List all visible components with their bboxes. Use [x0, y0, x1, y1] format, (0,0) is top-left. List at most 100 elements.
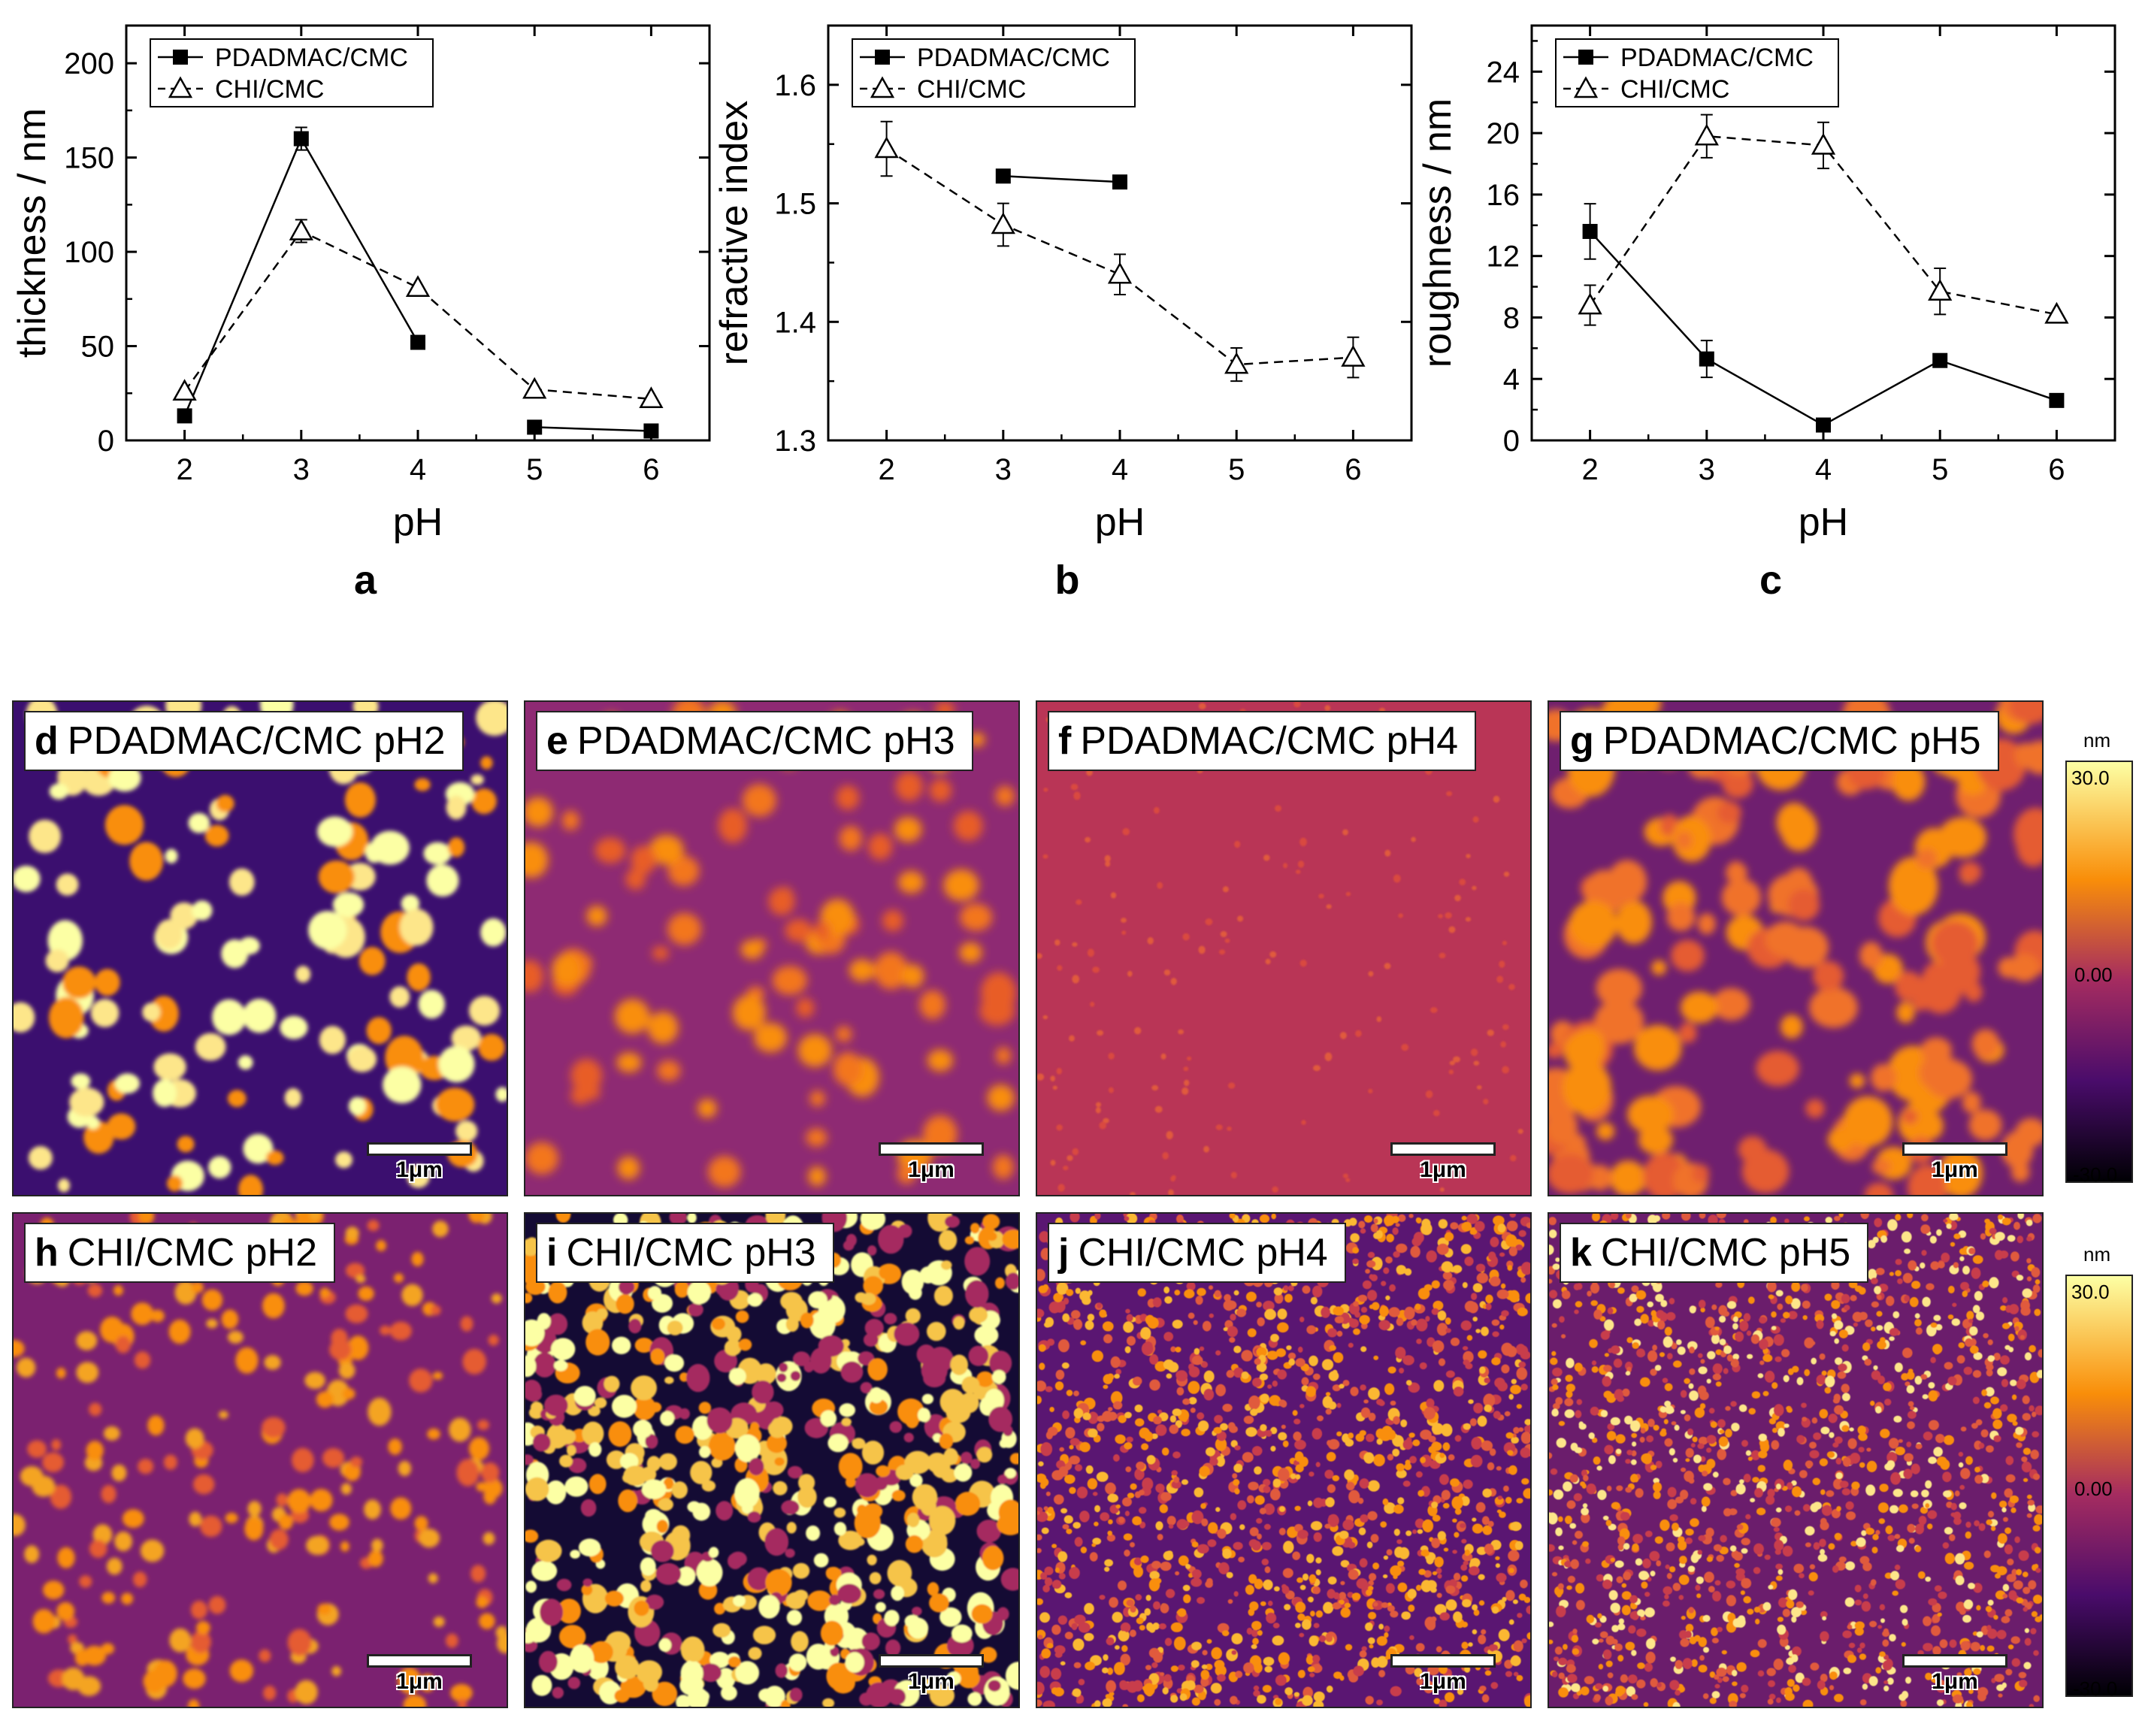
afm-feature	[620, 1453, 639, 1470]
afm-feature	[1482, 1525, 1493, 1535]
data-point-triangle	[1578, 292, 1602, 315]
afm-feature	[1464, 1549, 1470, 1556]
afm-feature	[939, 1433, 954, 1450]
afm-feature	[1691, 1659, 1698, 1668]
afm-feature	[650, 1348, 665, 1366]
afm-feature	[1877, 1341, 1886, 1350]
afm-feature	[713, 1623, 731, 1638]
afm-feature	[1698, 1637, 1707, 1647]
afm-feature	[1431, 1502, 1439, 1508]
afm-feature	[1251, 1541, 1261, 1551]
afm-feature	[1317, 1415, 1324, 1422]
afm-feature	[1340, 1607, 1351, 1618]
afm-feature	[1112, 1401, 1123, 1410]
afm-feature	[1617, 1655, 1624, 1662]
afm-feature	[14, 1514, 26, 1536]
afm-feature	[1144, 1431, 1154, 1442]
afm-feature	[1095, 1102, 1102, 1108]
afm-feature	[1108, 1519, 1113, 1525]
afm-feature	[901, 964, 924, 988]
afm-feature	[1040, 1477, 1049, 1486]
afm-feature	[1956, 1672, 1962, 1677]
afm-feature	[1582, 1541, 1589, 1547]
afm-feature	[1783, 1311, 1790, 1319]
afm-feature	[1054, 1381, 1064, 1391]
afm-feature	[758, 1688, 774, 1702]
afm-feature	[1563, 1644, 1568, 1650]
afm-feature	[1216, 1456, 1225, 1467]
afm-feature	[1931, 1625, 1941, 1636]
afm-feature	[335, 1151, 352, 1169]
afm-feature	[1719, 1315, 1726, 1323]
afm-feature	[2037, 1369, 2042, 1378]
afm-feature	[1836, 1506, 1841, 1512]
afm-feature	[929, 1684, 955, 1707]
afm-feature	[1416, 1217, 1422, 1224]
afm-feature	[1205, 1663, 1213, 1671]
afm-feature	[1569, 1523, 1577, 1529]
afm-feature	[1575, 1530, 1583, 1539]
afm-feature	[1558, 1687, 1569, 1698]
afm-feature	[1556, 1605, 1566, 1617]
afm-feature	[1734, 1562, 1740, 1568]
afm-feature	[478, 1033, 505, 1061]
afm-feature	[1780, 807, 1818, 851]
afm-feature	[1312, 1373, 1321, 1381]
afm-feature	[1071, 1623, 1078, 1631]
afm-feature	[1672, 1523, 1679, 1532]
afm-feature	[480, 1462, 500, 1483]
afm-feature	[1384, 1502, 1396, 1514]
afm-feature	[1709, 1671, 1716, 1678]
afm-feature	[869, 1387, 884, 1404]
afm-feature	[552, 1686, 564, 1699]
afm-feature	[1436, 1646, 1442, 1653]
afm-feature	[1902, 1618, 1908, 1626]
afm-feature	[1360, 1306, 1368, 1313]
afm-feature	[1473, 1402, 1484, 1414]
afm-feature	[1581, 1483, 1587, 1489]
afm-feature	[1925, 1576, 1932, 1582]
scale-bar: 1μm	[367, 1654, 472, 1695]
afm-feature	[1318, 894, 1324, 899]
afm-feature	[1099, 1309, 1107, 1318]
afm-feature	[1674, 1424, 1680, 1431]
afm-feature	[1124, 1411, 1132, 1419]
afm-feature	[1652, 1281, 1663, 1293]
afm-topography	[14, 702, 507, 1195]
afm-topography	[14, 1214, 507, 1707]
afm-feature	[1587, 1290, 1592, 1297]
afm-feature	[1438, 1358, 1446, 1366]
afm-feature	[849, 959, 875, 981]
afm-feature	[604, 1375, 620, 1393]
afm-feature	[1925, 1480, 1932, 1489]
afm-feature	[785, 1548, 795, 1558]
afm-feature	[1299, 960, 1307, 967]
afm-feature	[1810, 1503, 1819, 1513]
afm-feature	[943, 869, 979, 901]
afm-feature	[1664, 1400, 1672, 1408]
afm-feature	[525, 1379, 542, 1402]
afm-feature	[101, 1485, 116, 1503]
afm-feature	[414, 778, 431, 791]
afm-feature	[1911, 1463, 1920, 1474]
afm-feature	[1445, 1370, 1455, 1378]
afm-feature	[1805, 1460, 1814, 1468]
afm-feature	[1266, 1612, 1277, 1624]
afm-feature	[1345, 1438, 1354, 1447]
afm-feature	[1057, 1339, 1070, 1353]
afm-feature	[212, 999, 247, 1036]
afm-feature	[368, 1397, 392, 1426]
afm-feature	[1571, 1683, 1581, 1692]
afm-feature	[1895, 971, 1923, 1002]
afm-feature	[1872, 1534, 1879, 1541]
afm-feature	[1771, 1440, 1780, 1450]
afm-feature	[586, 906, 607, 927]
afm-feature	[1348, 1342, 1354, 1348]
afm-feature	[1256, 1347, 1267, 1357]
afm-feature	[57, 1547, 75, 1568]
afm-feature	[652, 946, 669, 960]
afm-feature	[1944, 1526, 1953, 1535]
afm-feature	[1575, 1301, 1583, 1308]
afm-feature	[1871, 1158, 1891, 1175]
afm-feature	[1118, 1517, 1124, 1523]
